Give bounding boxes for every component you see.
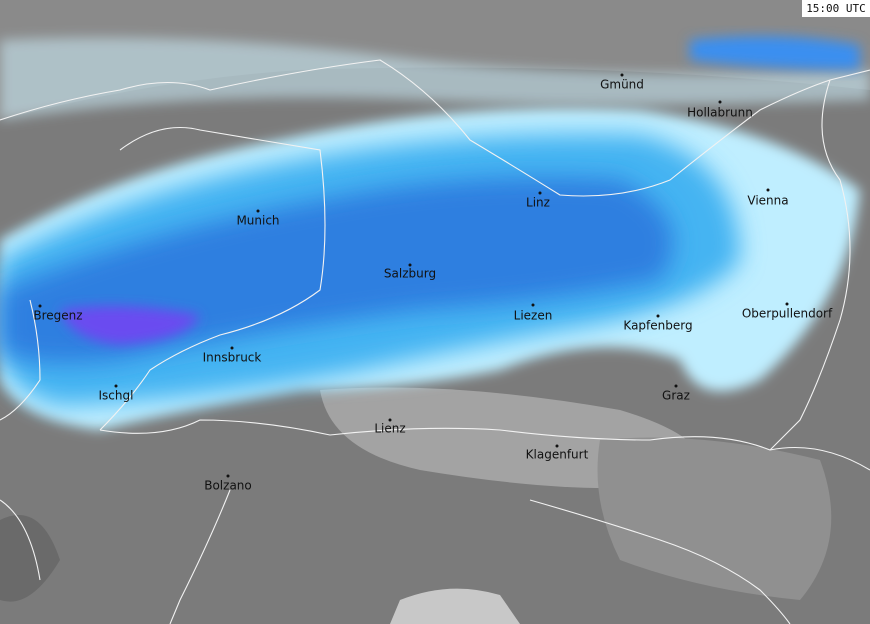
city-label: Linz	[526, 196, 550, 210]
city-label: Kapfenberg	[623, 319, 692, 333]
city-label: Hollabrunn	[687, 106, 753, 120]
city-label: Vienna	[747, 194, 788, 208]
city-dot	[408, 263, 412, 267]
city-label: Bregenz	[33, 309, 82, 323]
border-line	[0, 299, 41, 421]
timestamp: 15:00 UTC	[806, 2, 866, 15]
border-line	[99, 127, 326, 431]
city-label: Bolzano	[204, 479, 252, 493]
city-dot	[256, 209, 260, 213]
cities: Gmünd Hollabrunn Linz Vienna Munich Salz…	[33, 73, 833, 493]
city-dot	[38, 304, 42, 308]
city-label: Innsbruck	[203, 351, 262, 365]
city-dot	[531, 303, 535, 307]
city-dot	[114, 384, 118, 388]
city-dot	[656, 314, 660, 318]
border-line	[99, 419, 870, 471]
city-dot	[230, 346, 234, 350]
city-dot	[620, 73, 624, 77]
city-label: Graz	[662, 389, 690, 403]
city-label: Klagenfurt	[526, 448, 589, 462]
border-line	[0, 59, 870, 197]
city-label: Munich	[236, 214, 279, 228]
city-dot	[785, 302, 789, 306]
city-dot	[766, 188, 770, 192]
city-label: Ischgl	[99, 389, 134, 403]
precipitation	[0, 36, 870, 430]
borders	[0, 59, 870, 624]
city-dot	[226, 474, 230, 478]
city-dot	[538, 191, 542, 195]
border-line	[169, 489, 231, 624]
timestamp-background	[802, 0, 870, 17]
border-line	[0, 499, 41, 581]
city-dot	[555, 444, 559, 448]
city-dot	[388, 418, 392, 422]
border-line	[529, 499, 791, 624]
city-label: Oberpullendorf	[742, 307, 833, 321]
border-line	[769, 79, 851, 451]
timestamp-box: 15:00 UTC	[802, 0, 870, 17]
city-label: Lienz	[374, 422, 405, 436]
city-label: Liezen	[514, 309, 553, 323]
city-label: Gmünd	[600, 78, 644, 92]
city-label: Salzburg	[384, 267, 436, 281]
city-dot	[674, 384, 678, 388]
city-dot	[718, 100, 722, 104]
